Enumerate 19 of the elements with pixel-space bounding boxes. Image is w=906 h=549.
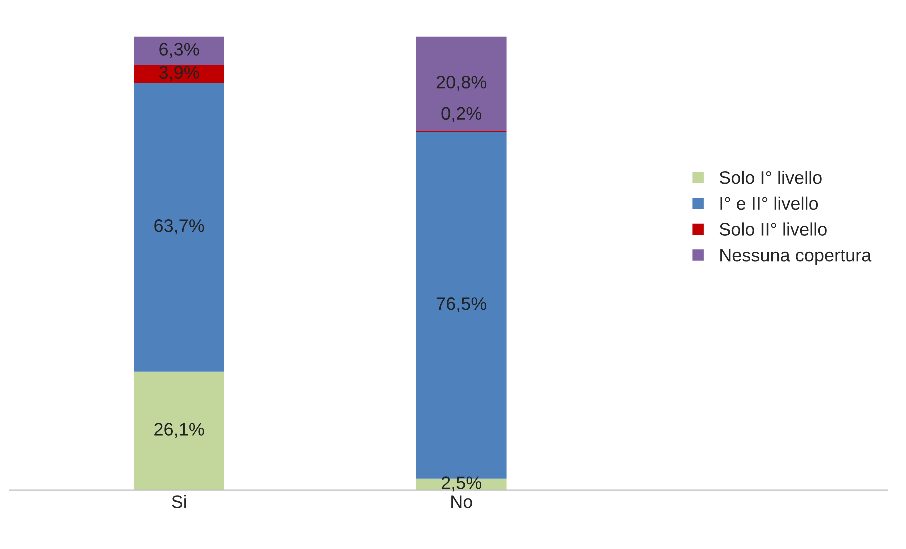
data-label: 26,1% xyxy=(154,423,204,438)
bar xyxy=(134,372,225,490)
legend-label: Nessuna copertura xyxy=(720,249,872,266)
data-label: 20,8% xyxy=(436,76,487,91)
x-tick-label: Si xyxy=(172,495,186,508)
data-label: 63,7% xyxy=(154,220,204,234)
legend-label: Solo I° livello xyxy=(720,170,822,184)
bar xyxy=(134,36,225,66)
x-tick-label: No xyxy=(452,496,472,508)
legend-label: Solo II° livello xyxy=(720,222,827,236)
data-label: 76,5% xyxy=(436,298,487,312)
data-label: 2,5% xyxy=(442,476,482,492)
bar xyxy=(134,65,225,84)
bar xyxy=(416,36,507,132)
legend-label: I° e II° livello xyxy=(720,196,818,210)
bar xyxy=(134,83,225,372)
data-label: 3,9% xyxy=(159,66,200,82)
data-label: 6,3% xyxy=(160,43,200,58)
data-label: 0,2% xyxy=(442,107,482,122)
